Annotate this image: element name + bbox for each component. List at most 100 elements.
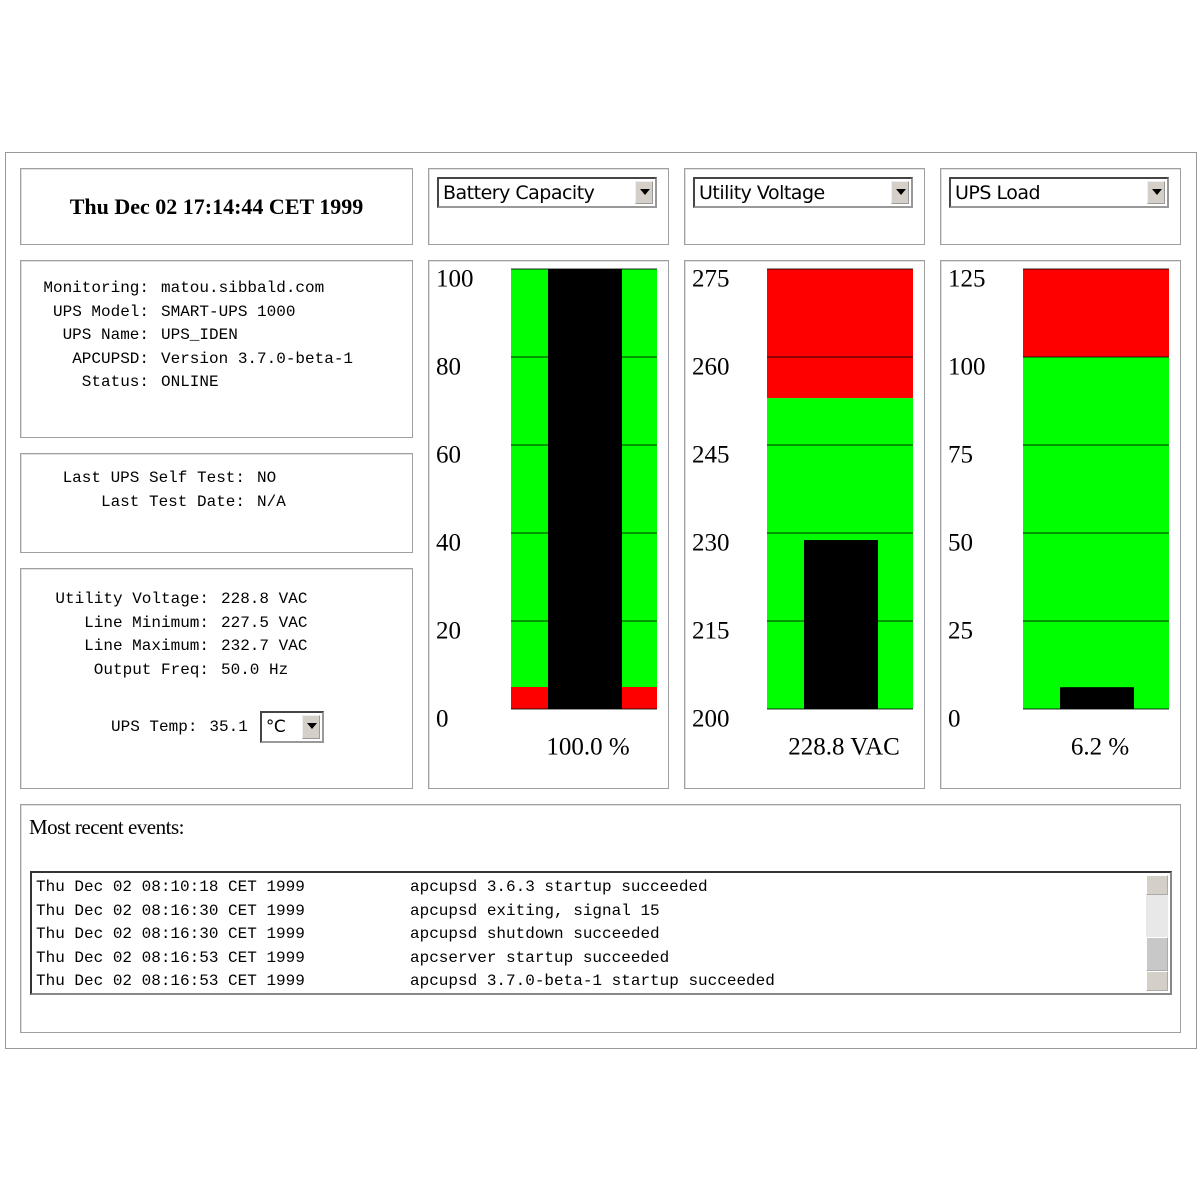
y-tick-label: 275 xyxy=(692,266,730,293)
value-bar xyxy=(804,540,878,709)
events-title: Most recent events: xyxy=(29,815,184,839)
y-tick-label: 230 xyxy=(692,530,730,557)
events-list[interactable]: Thu Dec 02 08:10:18 CET 1999 apcupsd 3.6.… xyxy=(30,871,1172,995)
frame xyxy=(5,152,1197,1049)
info-panel: Monitoring: matou.sibbald.com UPS Model: SM… xyxy=(20,260,413,438)
value: matou.sibbald.com xyxy=(161,279,325,297)
event-message: apcupsd shutdown succeeded xyxy=(410,925,660,943)
y-tick-label: 25 xyxy=(948,618,973,645)
scrollbar[interactable] xyxy=(1146,875,1168,991)
events-panel: Most recent events: Thu Dec 02 08:10:18 … xyxy=(20,804,1181,1033)
y-tick-label: 245 xyxy=(692,442,730,469)
y-tick-label: 215 xyxy=(692,618,730,645)
event-time: Thu Dec 02 08:16:30 CET 1999 xyxy=(36,925,305,943)
gauge-select-text: UPS Load xyxy=(955,181,1041,204)
y-tick-label: 125 xyxy=(948,266,986,293)
y-tick-label: 100 xyxy=(436,266,474,293)
value: NO xyxy=(257,469,277,487)
dropdown-arrow[interactable] xyxy=(891,181,909,204)
value: ONLINE xyxy=(161,373,219,391)
zone xyxy=(1023,269,1169,357)
label: Status: xyxy=(81,373,149,391)
event-time: Thu Dec 02 08:16:30 CET 1999 xyxy=(36,901,305,920)
event-time: Thu Dec 02 08:16:53 CET 1999 xyxy=(36,948,305,967)
value: 228.8 VAC xyxy=(221,590,308,608)
event-row: Thu Dec 02 08:10:18 CET 1999 apcupsd 3.6.… xyxy=(36,876,1170,900)
value: Version 3.7.0-beta-1 xyxy=(161,349,354,368)
label: Output Freq: xyxy=(93,660,209,679)
gauge-select[interactable]: UPS Load xyxy=(949,177,1169,208)
y-tick-label: 260 xyxy=(692,354,730,381)
y-tick-label: 100 xyxy=(948,354,986,381)
event-message: apcupsd 3.6.3 startup succeeded xyxy=(410,878,708,896)
scroll-down[interactable] xyxy=(1146,971,1168,991)
value: 232.7 VAC xyxy=(221,637,308,655)
value-label: 6.2 % xyxy=(1071,734,1129,761)
scroll-up[interactable] xyxy=(1146,875,1168,895)
gauge-select[interactable]: Utility Voltage xyxy=(693,177,913,208)
dropdown-arrow[interactable] xyxy=(301,715,320,739)
y-tick-label: 0 xyxy=(436,706,449,733)
value: UPS_IDEN xyxy=(161,326,238,344)
label: Monitoring: xyxy=(43,279,149,297)
label: UPS Name: xyxy=(62,326,149,344)
scroll-thumb[interactable] xyxy=(1146,937,1168,971)
label: Line Maximum: xyxy=(84,637,209,655)
temp-row: UPS Temp: 35.1 °C xyxy=(111,711,324,743)
gauge: 0 25 50 75 100 125 6.2 % xyxy=(940,260,1181,789)
value-bar xyxy=(548,269,622,709)
gauge-chart: 200 215 230 245 260 275 228.8 VAC xyxy=(692,266,913,761)
y-tick-label: 75 xyxy=(948,442,973,469)
value: 50.0 Hz xyxy=(221,660,289,679)
gauge-header: Battery Capacity xyxy=(428,168,669,245)
y-tick-label: 40 xyxy=(436,530,461,557)
temp-value: 35.1 xyxy=(209,718,248,736)
gauge: 0 20 40 60 80 100 100.0 % xyxy=(428,260,669,789)
gauge-select[interactable]: Battery Capacity xyxy=(437,177,657,208)
gauge-chart: 0 25 50 75 100 125 6.2 % xyxy=(948,266,1169,761)
value: SMART-UPS 1000 xyxy=(161,302,296,321)
y-tick-label: 80 xyxy=(436,354,461,381)
temp-label: UPS Temp: xyxy=(111,718,198,736)
label: Utility Voltage: xyxy=(55,590,209,608)
gauge: 200 215 230 245 260 275 228.8 VAC xyxy=(684,260,925,789)
event-message: apcupsd exiting, signal 15 xyxy=(410,901,660,920)
label: UPS Model: xyxy=(52,302,149,321)
gauge-header: UPS Load xyxy=(940,168,1181,245)
label: Last Test Date: xyxy=(100,492,245,511)
event-row: Thu Dec 02 08:16:53 CET 1999 apcserver st… xyxy=(36,947,1170,971)
y-tick-label: 0 xyxy=(948,706,961,733)
event-row: Thu Dec 02 08:16:53 CET 1999 apcupsd 3.7.… xyxy=(36,970,1170,994)
gauge-header: Utility Voltage xyxy=(684,168,925,245)
event-row: Thu Dec 02 08:16:30 CET 1999 apcupsd shut… xyxy=(36,923,1170,947)
value: N/A xyxy=(257,492,286,511)
event-message: apcserver startup succeeded xyxy=(410,948,670,967)
power-panel: Utility Voltage: 228.8 VAC Line Minimum: 22… xyxy=(20,568,413,789)
label: APCUPSD: xyxy=(72,349,149,368)
gauge-select-text: Battery Capacity xyxy=(443,181,595,204)
temp-unit-select[interactable]: °C xyxy=(259,711,324,743)
event-time: Thu Dec 02 08:10:18 CET 1999 xyxy=(36,878,305,896)
key-values: Utility Voltage: 228.8 VAC Line Minimum: 22… xyxy=(21,588,412,682)
event-time: Thu Dec 02 08:16:53 CET 1999 xyxy=(36,972,305,990)
y-tick-label: 50 xyxy=(948,530,973,557)
dropdown-arrow[interactable] xyxy=(635,181,653,204)
value-bar xyxy=(1060,687,1134,709)
temp-unit: °C xyxy=(265,717,286,737)
value-label: 100.0 % xyxy=(546,734,629,761)
label: Line Minimum: xyxy=(84,613,209,632)
value: 227.5 VAC xyxy=(221,613,308,632)
gauge-chart: 0 20 40 60 80 100 100.0 % xyxy=(436,266,657,761)
key-values: Monitoring: matou.sibbald.com UPS Model: SM… xyxy=(21,277,412,395)
event-message: apcupsd 3.7.0-beta-1 startup succeeded xyxy=(410,972,775,990)
y-tick-label: 200 xyxy=(692,706,730,733)
key-values: Last UPS Self Test: NO Last Test Date: N/A xyxy=(21,467,412,514)
zone xyxy=(767,269,913,399)
dropdown-arrow[interactable] xyxy=(1147,181,1165,204)
gauge-select-text: Utility Voltage xyxy=(699,181,825,204)
selftest-panel: Last UPS Self Test: NO Last Test Date: N/A xyxy=(20,453,413,553)
datetime: Thu Dec 02 17:14:44 CET 1999 xyxy=(20,168,413,245)
value-label: 228.8 VAC xyxy=(788,734,900,761)
y-tick-label: 20 xyxy=(436,618,461,645)
